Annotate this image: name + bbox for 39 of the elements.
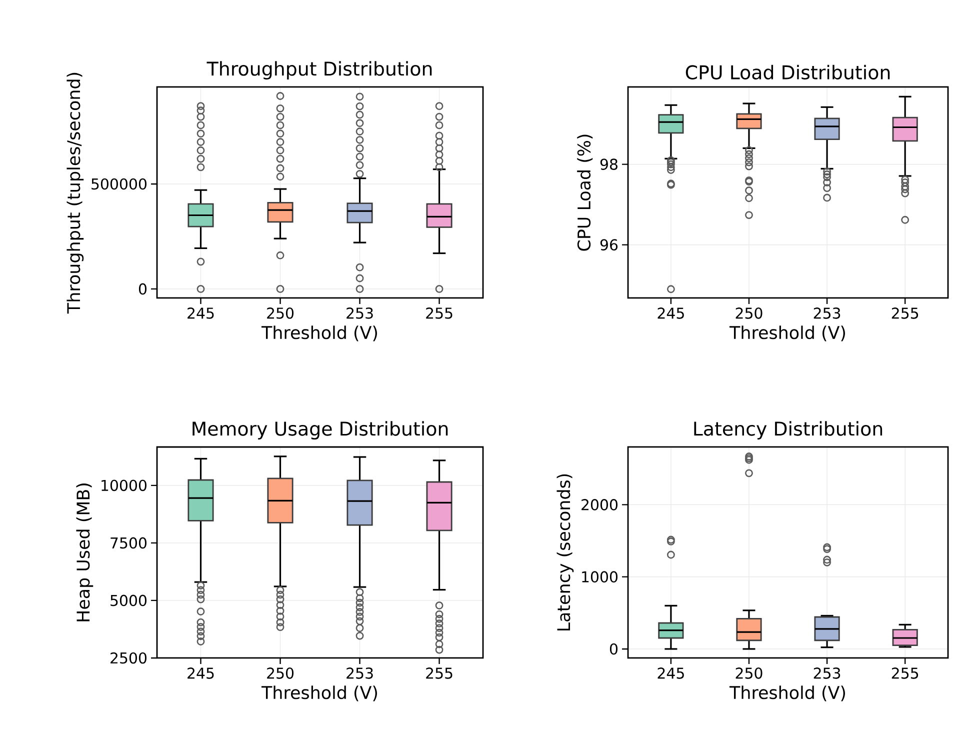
x-tick-label: 250 bbox=[267, 308, 294, 319]
chart-title: Throughput Distribution bbox=[206, 61, 432, 80]
chart-title: Latency Distribution bbox=[694, 421, 882, 440]
y-axis-title: Heap Used (MB) bbox=[76, 484, 94, 622]
x-axis-title: Threshold (V) bbox=[261, 686, 377, 702]
y-axis-title: Latency (seconds) bbox=[556, 474, 574, 630]
x-tick-label: 255 bbox=[426, 668, 452, 679]
y-tick-label: 0 bbox=[610, 643, 618, 655]
y-tick-label: 1000 bbox=[582, 571, 618, 582]
y-tick-label: 2000 bbox=[582, 499, 618, 510]
y-axis-title: CPU Load (%) bbox=[577, 134, 593, 251]
y-axis-title: Throughput (tuples/second) bbox=[66, 72, 84, 314]
chart-title: CPU Load Distribution bbox=[686, 64, 890, 80]
x-tick-label: 255 bbox=[426, 308, 452, 319]
x-tick-label: 253 bbox=[814, 308, 840, 319]
x-tick-label: 253 bbox=[346, 668, 373, 679]
x-tick-label: 250 bbox=[736, 668, 762, 679]
y-tick-label: 7500 bbox=[110, 537, 146, 549]
x-tick-label: 245 bbox=[188, 308, 214, 319]
y-tick-label: 0 bbox=[138, 283, 146, 295]
x-axis-title: Threshold (V) bbox=[261, 326, 377, 342]
x-tick-label: 245 bbox=[188, 668, 214, 679]
chart-title: Memory Usage Distribution bbox=[192, 421, 448, 440]
x-tick-label: 253 bbox=[814, 668, 840, 679]
y-tick-label: 98 bbox=[600, 158, 618, 170]
x-axis-title: Threshold (V) bbox=[729, 326, 845, 342]
x-tick-label: 245 bbox=[658, 668, 684, 679]
y-tick-label: 500000 bbox=[92, 178, 146, 190]
x-tick-label: 245 bbox=[658, 308, 684, 319]
y-tick-label: 5000 bbox=[110, 594, 146, 606]
x-tick-label: 250 bbox=[736, 308, 762, 319]
x-tick-label: 253 bbox=[346, 308, 373, 319]
y-tick-label: 10000 bbox=[102, 480, 146, 492]
x-tick-label: 255 bbox=[892, 668, 918, 679]
x-tick-label: 255 bbox=[892, 308, 918, 319]
y-tick-label: 96 bbox=[600, 239, 618, 250]
y-tick-label: 2500 bbox=[110, 652, 146, 664]
x-tick-label: 250 bbox=[267, 668, 294, 679]
x-axis-title: Threshold (V) bbox=[729, 686, 845, 702]
